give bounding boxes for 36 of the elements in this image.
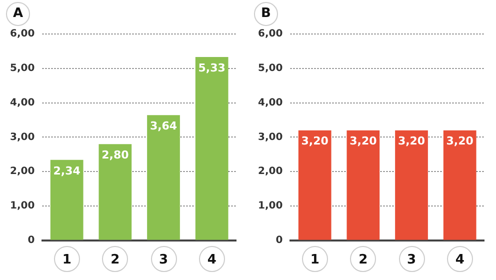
y-tick-label: 2,00	[258, 166, 283, 178]
y-tick-label: 6,00	[10, 28, 35, 40]
data-label: 3,20	[301, 134, 329, 148]
x-tick-label: 4	[455, 252, 464, 268]
x-tick-label: 3	[406, 252, 416, 268]
bar	[50, 160, 84, 240]
y-tick-label: 0	[28, 234, 35, 246]
data-label: 3,20	[446, 134, 474, 148]
bar	[147, 115, 180, 240]
y-tick-label: 0	[276, 234, 283, 246]
x-tick-label: 4	[207, 252, 216, 268]
y-tick-label: 5,00	[10, 62, 35, 74]
y-tick-label: 3,00	[10, 132, 35, 143]
x-tick-label: 1	[62, 252, 72, 268]
bar	[195, 57, 228, 240]
y-tick-label: 3,00	[258, 132, 283, 143]
x-tick-label: 2	[110, 252, 120, 268]
bar	[98, 144, 132, 240]
y-tick-label: 2,00	[10, 166, 35, 178]
x-tick-label: 3	[158, 252, 168, 268]
y-tick-label: 4,00	[258, 97, 283, 108]
x-tick-label: 1	[310, 252, 320, 268]
chart-title: A	[6, 2, 30, 26]
y-tick-label: 6,00	[258, 28, 283, 40]
y-tick-label: 4,00	[10, 97, 35, 108]
y-tick-label: 5,00	[258, 62, 283, 74]
data-label: 2,34	[53, 164, 81, 178]
y-tick-label: 1,00	[258, 200, 283, 212]
data-label: 3,64	[150, 120, 178, 133]
x-tick-label: 2	[358, 252, 368, 268]
y-tick-label: 1,00	[10, 200, 35, 212]
chart-title: B	[254, 2, 278, 26]
data-label: 3,20	[350, 134, 378, 148]
data-label: 5,33	[198, 61, 226, 74]
data-label: 2,80	[102, 148, 130, 162]
data-label: 3,20	[398, 134, 426, 148]
